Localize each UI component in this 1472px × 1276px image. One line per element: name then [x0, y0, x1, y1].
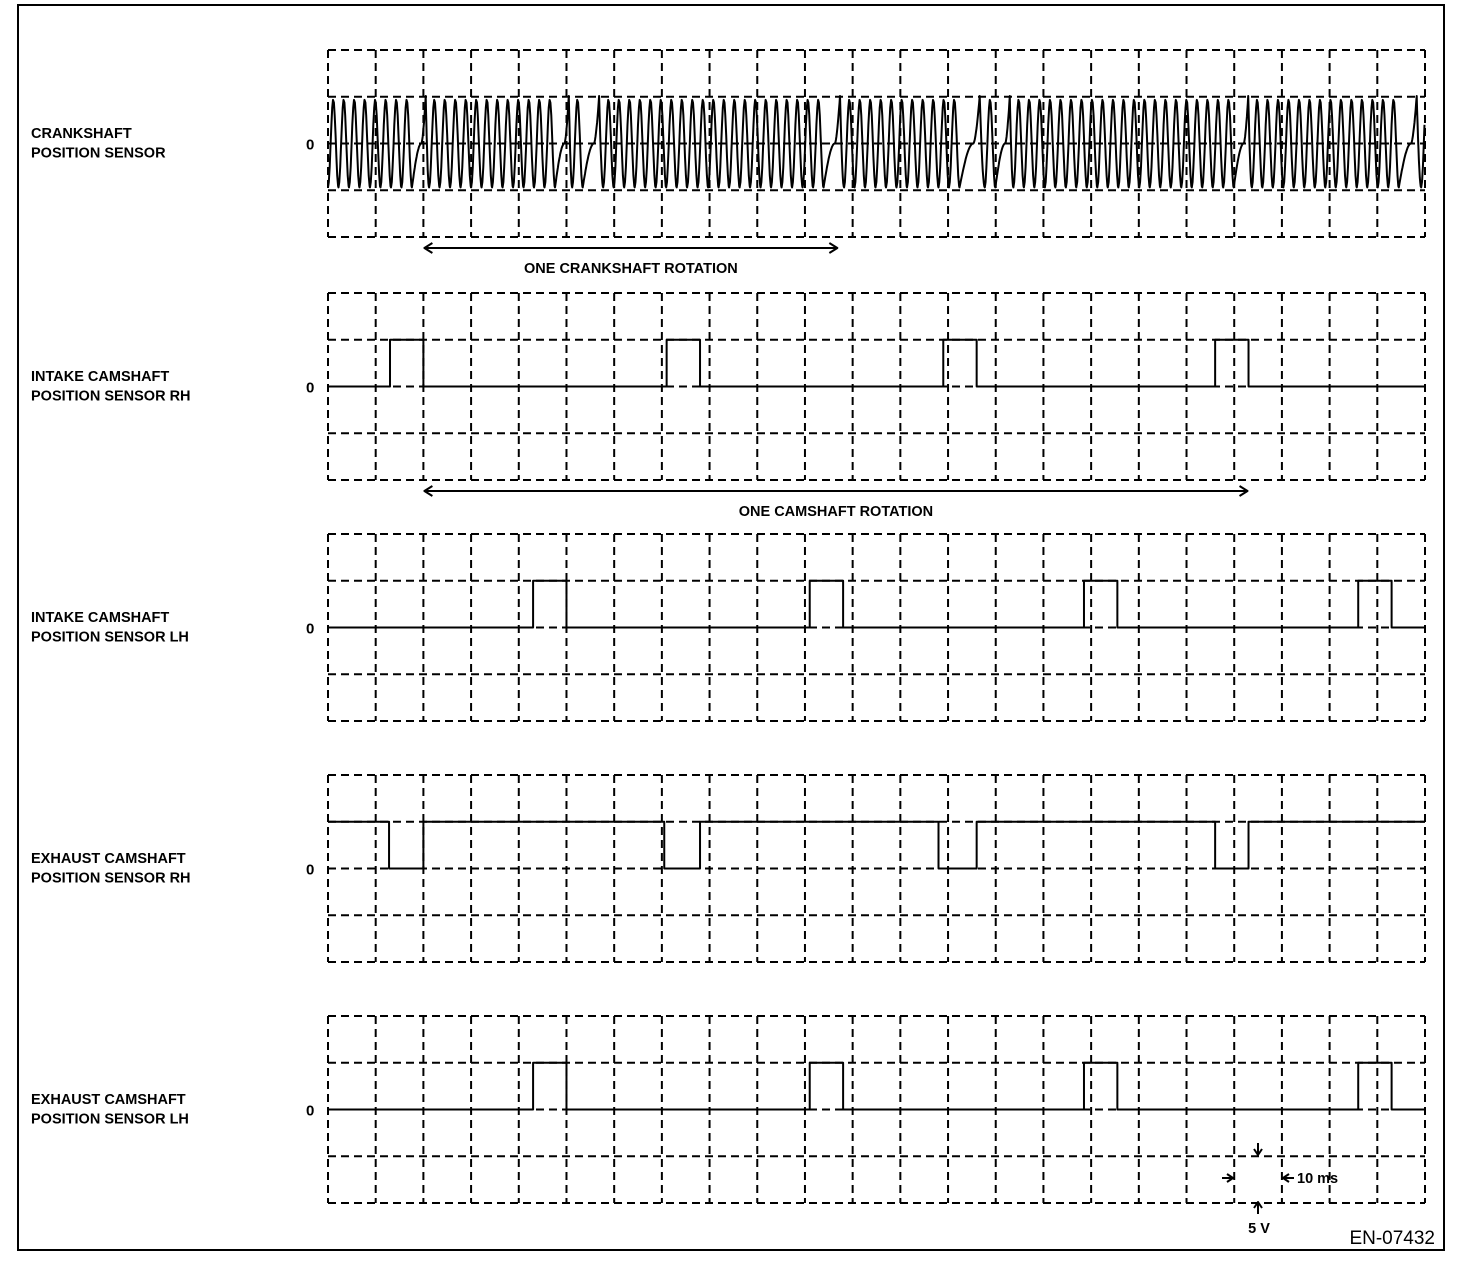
signal-label: POSITION SENSOR LH [31, 1112, 189, 1128]
voltage-scale-arrow-down-icon [1253, 1143, 1263, 1156]
signal-label: INTAKE CAMSHAFT [31, 369, 169, 385]
zero-level-label: 0 [306, 137, 314, 154]
plot-grid [327, 774, 1426, 963]
signal-label: POSITION SENSOR LH [31, 630, 189, 646]
camshaft-rotation-arrowheads [423, 485, 1249, 497]
time-scale-label: 10 ms [1297, 1171, 1338, 1187]
zero-level-label: 0 [306, 380, 314, 397]
signal-label: EXHAUST CAMSHAFT [31, 851, 186, 867]
zero-level-label: 0 [306, 862, 314, 879]
signal-plot-5: EXHAUST CAMSHAFT POSITION SENSOR LH 0 [31, 1015, 1426, 1204]
time-scale-arrow-left-icon [1282, 1173, 1294, 1183]
signal-waveform [328, 338, 1425, 388]
zero-level-label: 0 [306, 1103, 314, 1120]
voltage-scale-arrow-up-icon [1253, 1201, 1263, 1214]
time-scale-arrow-right-icon [1222, 1173, 1234, 1183]
signal-plot-4: EXHAUST CAMSHAFT POSITION SENSOR RH 0 [31, 774, 1426, 963]
figure-border [17, 4, 1445, 1251]
signal-plot-3: INTAKE CAMSHAFT POSITION SENSOR LH 0 [31, 533, 1426, 722]
signal-waveform [328, 820, 1425, 870]
crankshaft-rotation-annotation: ONE CRANKSHAFT ROTATION [423, 242, 839, 277]
camshaft-rotation-annotation: ONE CAMSHAFT ROTATION [423, 485, 1249, 520]
signal-label: POSITION SENSOR [31, 146, 166, 162]
signal-label: INTAKE CAMSHAFT [31, 610, 169, 626]
signal-label: CRANKSHAFT [31, 126, 132, 142]
zero-level-label: 0 [306, 621, 314, 638]
signal-waveform [328, 579, 1425, 629]
signal-waveform [328, 1061, 1425, 1111]
voltage-scale-label: 5 V [1248, 1221, 1270, 1237]
signal-label: EXHAUST CAMSHAFT [31, 1092, 186, 1108]
signal-label: POSITION SENSOR RH [31, 871, 191, 887]
signal-plot-2: INTAKE CAMSHAFT POSITION SENSOR RH 0 [31, 292, 1426, 481]
signal-plot-1: CRANKSHAFT POSITION SENSOR 0 [31, 49, 1426, 238]
signal-waveform [327, 95, 1426, 189]
figure-code: EN-07432 [1349, 1228, 1435, 1249]
camshaft-rotation-label: ONE CAMSHAFT ROTATION [739, 504, 933, 520]
crankshaft-rotation-arrowheads [423, 242, 839, 254]
crankshaft-rotation-label: ONE CRANKSHAFT ROTATION [524, 261, 738, 277]
scale-legend: 10 ms 5 V [1222, 1143, 1338, 1237]
signal-label: POSITION SENSOR RH [31, 389, 191, 405]
